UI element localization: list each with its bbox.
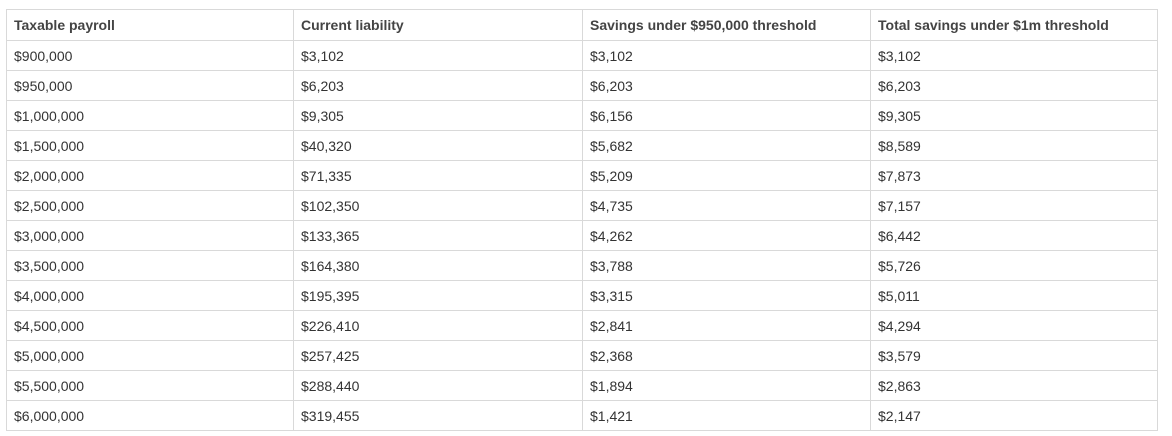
cell-taxable-payroll: $900,000 xyxy=(6,40,294,71)
cell-taxable-payroll: $5,500,000 xyxy=(6,370,294,401)
cell-taxable-payroll: $1,500,000 xyxy=(6,130,294,161)
cell-total-savings-1m: $7,157 xyxy=(870,190,1158,221)
cell-taxable-payroll: $4,500,000 xyxy=(6,310,294,341)
cell-total-savings-1m: $3,579 xyxy=(870,340,1158,371)
cell-current-liability: $195,395 xyxy=(293,280,583,311)
cell-total-savings-1m: $5,011 xyxy=(870,280,1158,311)
table-row: $900,000 $3,102 $3,102 $3,102 xyxy=(6,40,1158,71)
cell-current-liability: $226,410 xyxy=(293,310,583,341)
table-row: $950,000 $6,203 $6,203 $6,203 xyxy=(6,70,1158,101)
table-row: $1,500,000 $40,320 $5,682 $8,589 xyxy=(6,130,1158,161)
cell-savings-950k: $1,421 xyxy=(582,400,871,431)
table-row: $1,000,000 $9,305 $6,156 $9,305 xyxy=(6,100,1158,131)
cell-taxable-payroll: $1,000,000 xyxy=(6,100,294,131)
cell-total-savings-1m: $2,863 xyxy=(870,370,1158,401)
cell-taxable-payroll: $4,000,000 xyxy=(6,280,294,311)
header-total-savings-1m: Total savings under $1m threshold xyxy=(870,9,1158,41)
cell-savings-950k: $3,102 xyxy=(582,40,871,71)
table-body: $900,000 $3,102 $3,102 $3,102 $950,000 $6,203… xyxy=(6,40,1158,431)
header-current-liability: Current liability xyxy=(293,9,583,41)
cell-savings-950k: $3,788 xyxy=(582,250,871,281)
cell-current-liability: $133,365 xyxy=(293,220,583,251)
cell-total-savings-1m: $6,203 xyxy=(870,70,1158,101)
table-row: $3,000,000 $133,365 $4,262 $6,442 xyxy=(6,220,1158,251)
payroll-tax-table-container: Taxable payroll Current liability Saving… xyxy=(6,9,1158,431)
cell-total-savings-1m: $9,305 xyxy=(870,100,1158,131)
cell-current-liability: $6,203 xyxy=(293,70,583,101)
cell-savings-950k: $4,735 xyxy=(582,190,871,221)
cell-savings-950k: $6,156 xyxy=(582,100,871,131)
cell-savings-950k: $6,203 xyxy=(582,70,871,101)
cell-total-savings-1m: $6,442 xyxy=(870,220,1158,251)
cell-savings-950k: $4,262 xyxy=(582,220,871,251)
cell-taxable-payroll: $5,000,000 xyxy=(6,340,294,371)
cell-current-liability: $319,455 xyxy=(293,400,583,431)
cell-current-liability: $9,305 xyxy=(293,100,583,131)
cell-total-savings-1m: $2,147 xyxy=(870,400,1158,431)
table-row: $4,000,000 $195,395 $3,315 $5,011 xyxy=(6,280,1158,311)
cell-current-liability: $3,102 xyxy=(293,40,583,71)
cell-taxable-payroll: $3,500,000 xyxy=(6,250,294,281)
table-header-row: Taxable payroll Current liability Saving… xyxy=(6,9,1158,41)
header-savings-950k: Savings under $950,000 threshold xyxy=(582,9,871,41)
cell-taxable-payroll: $2,000,000 xyxy=(6,160,294,191)
table-row: $2,000,000 $71,335 $5,209 $7,873 xyxy=(6,160,1158,191)
cell-savings-950k: $3,315 xyxy=(582,280,871,311)
header-taxable-payroll: Taxable payroll xyxy=(6,9,294,41)
cell-savings-950k: $5,682 xyxy=(582,130,871,161)
cell-total-savings-1m: $4,294 xyxy=(870,310,1158,341)
cell-total-savings-1m: $5,726 xyxy=(870,250,1158,281)
cell-savings-950k: $2,368 xyxy=(582,340,871,371)
cell-taxable-payroll: $3,000,000 xyxy=(6,220,294,251)
cell-savings-950k: $5,209 xyxy=(582,160,871,191)
table-row: $4,500,000 $226,410 $2,841 $4,294 xyxy=(6,310,1158,341)
table-row: $3,500,000 $164,380 $3,788 $5,726 xyxy=(6,250,1158,281)
cell-total-savings-1m: $8,589 xyxy=(870,130,1158,161)
table-row: $6,000,000 $319,455 $1,421 $2,147 xyxy=(6,400,1158,431)
cell-current-liability: $102,350 xyxy=(293,190,583,221)
cell-current-liability: $40,320 xyxy=(293,130,583,161)
cell-total-savings-1m: $7,873 xyxy=(870,160,1158,191)
cell-current-liability: $71,335 xyxy=(293,160,583,191)
payroll-tax-table: Taxable payroll Current liability Saving… xyxy=(6,9,1158,431)
cell-current-liability: $164,380 xyxy=(293,250,583,281)
table-row: $2,500,000 $102,350 $4,735 $7,157 xyxy=(6,190,1158,221)
cell-current-liability: $257,425 xyxy=(293,340,583,371)
cell-savings-950k: $2,841 xyxy=(582,310,871,341)
table-row: $5,500,000 $288,440 $1,894 $2,863 xyxy=(6,370,1158,401)
cell-current-liability: $288,440 xyxy=(293,370,583,401)
cell-savings-950k: $1,894 xyxy=(582,370,871,401)
table-row: $5,000,000 $257,425 $2,368 $3,579 xyxy=(6,340,1158,371)
cell-total-savings-1m: $3,102 xyxy=(870,40,1158,71)
cell-taxable-payroll: $6,000,000 xyxy=(6,400,294,431)
cell-taxable-payroll: $950,000 xyxy=(6,70,294,101)
cell-taxable-payroll: $2,500,000 xyxy=(6,190,294,221)
